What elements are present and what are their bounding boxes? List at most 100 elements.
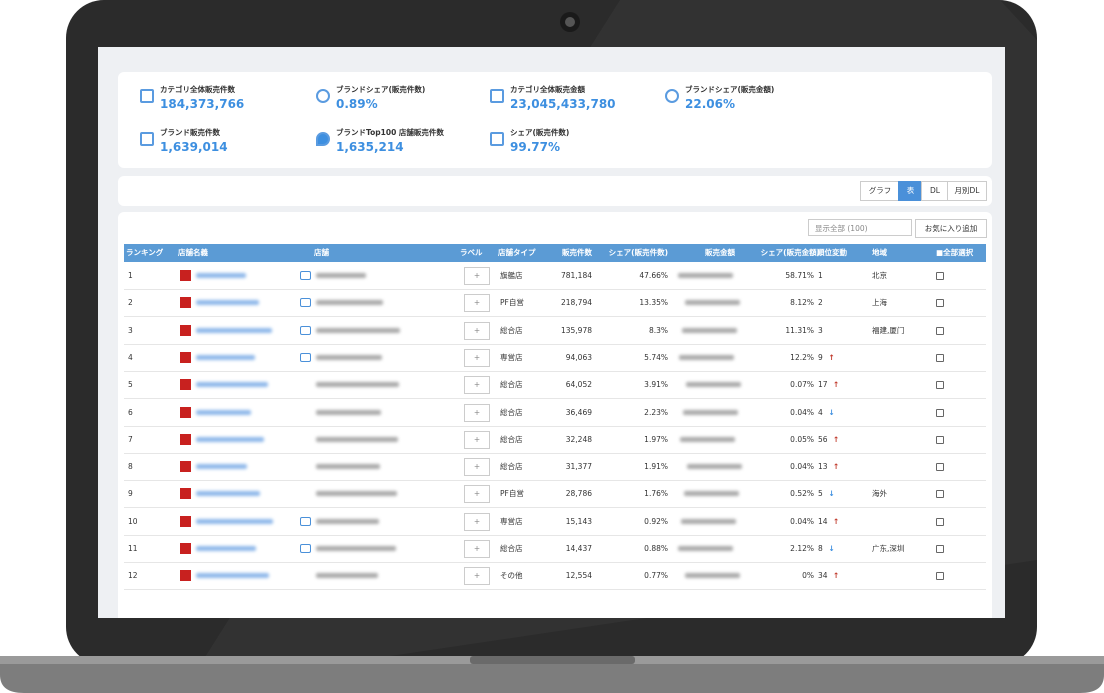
label-add-button[interactable]: + [464, 458, 490, 477]
rank-arrow: ↑ [833, 571, 840, 581]
label-add-button[interactable]: + [464, 348, 490, 367]
label-add-button[interactable]: + [464, 430, 490, 449]
table-card: 显示全部 (100) お気に入り追加 ランキング 店舗名義 店舗 ラベル 店舗タイプ 販売… [118, 212, 992, 618]
rank: 4 [128, 352, 133, 362]
row-checkbox[interactable] [936, 463, 944, 472]
share: 47.66% [639, 271, 668, 280]
label-add-button[interactable]: + [464, 485, 490, 504]
stat-label: シェア(販売件数) [510, 128, 570, 137]
stat-label: ブランドシェア(販売件数) [336, 85, 426, 94]
row-divider [124, 316, 986, 318]
chat-icon[interactable] [300, 298, 311, 308]
rank: 6 [128, 407, 133, 417]
stat-icon [316, 132, 330, 146]
label-add-button[interactable]: + [464, 294, 490, 313]
rank: 2 [128, 298, 133, 308]
row-checkbox[interactable] [936, 490, 944, 499]
store-blurred [316, 491, 397, 497]
rank: 8 [128, 462, 133, 472]
shop-logo [180, 406, 191, 418]
region: 上海 [872, 298, 887, 308]
chat-icon[interactable] [300, 271, 311, 280]
stat-label: カテゴリ全体販売金額 [510, 85, 585, 94]
amount-blurred [681, 518, 736, 524]
rank-arrow: ↑ [828, 352, 835, 362]
column-header: 地域 [872, 248, 887, 257]
row-checkbox[interactable] [936, 517, 944, 526]
shop-logo [180, 270, 191, 281]
chat-icon[interactable] [300, 544, 311, 553]
sales: 781,184 [560, 271, 592, 280]
stat-label: ブランド販売件数 [160, 128, 220, 137]
shop-logo [180, 433, 191, 445]
shop-name-blurred [196, 436, 264, 442]
store-type: 総合店 [500, 380, 523, 390]
row-checkbox[interactable] [936, 545, 944, 553]
rank-arrow: ↓ [828, 544, 835, 553]
label-add-button[interactable]: + [464, 403, 490, 422]
rank-change: 4 [818, 407, 823, 417]
row-checkbox[interactable] [936, 408, 944, 417]
row-checkbox[interactable] [936, 353, 944, 362]
row-divider [124, 398, 986, 400]
row-checkbox[interactable] [936, 272, 944, 280]
rank: 12 [128, 571, 138, 581]
rank: 10 [128, 516, 138, 526]
share: 1.91% [644, 462, 668, 472]
row-checkbox[interactable] [936, 572, 944, 581]
store-blurred [316, 546, 396, 551]
sales: 94,063 [565, 352, 592, 362]
favorite-button[interactable]: お気に入り追加 [915, 219, 987, 238]
row-checkbox[interactable] [936, 299, 944, 308]
rank-change: 1 [818, 271, 823, 280]
region: 广东,深圳 [872, 544, 905, 553]
chat-icon[interactable] [300, 352, 311, 362]
amount-share: 2.12% [790, 544, 814, 553]
toolbar-button[interactable]: 月別DL [947, 181, 987, 201]
label-add-button[interactable]: + [464, 512, 490, 531]
toolbar-button[interactable]: 表 [898, 181, 923, 201]
region: 福建,厦门 [872, 325, 905, 335]
column-header: 販売金額 [705, 248, 735, 257]
shop-name-blurred [196, 382, 268, 388]
toolbar-button[interactable]: DL [921, 181, 949, 201]
chat-icon[interactable] [300, 325, 311, 335]
label-add-button[interactable]: + [464, 321, 490, 340]
amount-blurred [685, 300, 740, 306]
share: 0.77% [644, 571, 668, 581]
stat-value: 23,045,433,780 [510, 97, 616, 111]
store-type: その他 [500, 571, 523, 581]
rank-arrow: ↓ [828, 407, 835, 417]
shop-logo [180, 515, 191, 527]
stat-icon [316, 89, 330, 103]
shop-name-blurred [196, 327, 272, 333]
label-add-button[interactable]: + [464, 540, 490, 558]
display-select[interactable]: 显示全部 (100) [808, 219, 912, 236]
store-type: 総合店 [500, 434, 523, 444]
share: 0.92% [644, 516, 668, 526]
shop-logo [180, 324, 191, 336]
column-header: シェア(販売金額) [760, 248, 820, 257]
stat-value: 1,635,214 [336, 140, 404, 154]
store-type: 総合店 [500, 325, 523, 335]
row-checkbox[interactable] [936, 326, 944, 335]
amount-blurred [682, 327, 737, 333]
store-type: PF自営 [500, 298, 524, 308]
label-add-button[interactable]: + [464, 376, 490, 395]
row-checkbox[interactable] [936, 435, 944, 444]
row-divider [124, 480, 986, 482]
toolbar-button[interactable]: グラフ [860, 181, 900, 201]
rank-change: 9 [818, 352, 823, 362]
shop-name-blurred [196, 273, 246, 278]
row-divider [124, 370, 986, 372]
label-add-button[interactable]: + [464, 567, 490, 586]
store-blurred [316, 354, 382, 360]
row-checkbox[interactable] [936, 381, 944, 390]
label-add-button[interactable]: + [464, 267, 490, 285]
store-blurred [316, 464, 380, 470]
row-divider [124, 507, 986, 509]
shop-name-blurred [196, 518, 273, 524]
stat-icon [490, 132, 504, 146]
chat-icon[interactable] [300, 516, 311, 526]
rank: 3 [128, 325, 133, 335]
